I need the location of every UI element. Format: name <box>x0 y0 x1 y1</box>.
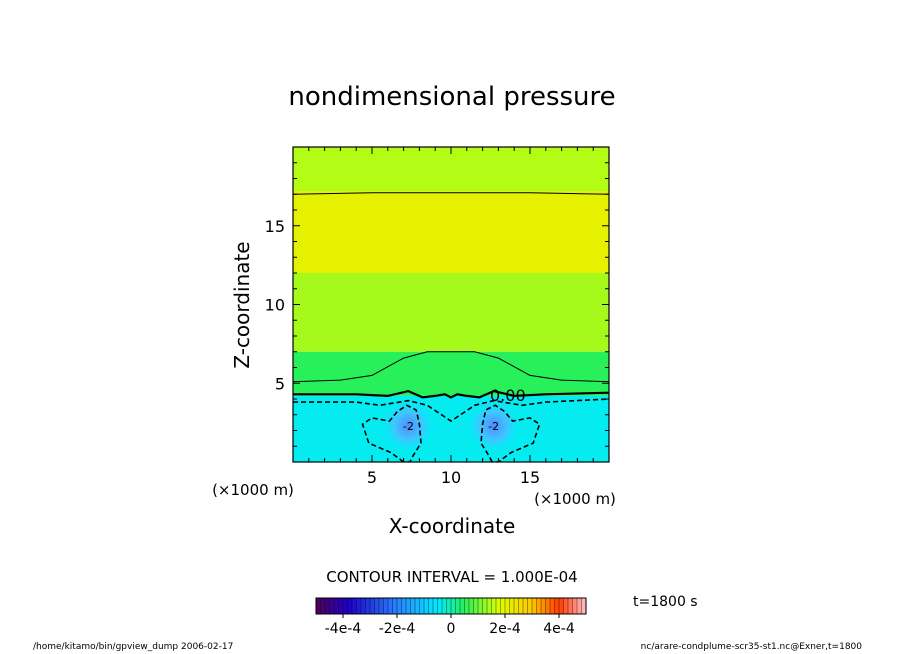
colorbar-segment <box>424 598 430 614</box>
colorbar-segment <box>446 598 452 614</box>
y-axis-unit: (×1000 m) <box>212 481 294 499</box>
colorbar-segment <box>406 598 412 614</box>
colorbar-segment <box>437 598 443 614</box>
y-tick-label: 10 <box>265 296 285 315</box>
colorbar-segment <box>347 598 353 614</box>
field-band-3 <box>293 351 609 396</box>
colorbar-segment <box>478 598 484 614</box>
field-band-2 <box>293 273 609 352</box>
colorbar-segment <box>545 598 551 614</box>
colorbar <box>316 598 587 614</box>
colorbar-segment <box>554 598 560 614</box>
contour-zero-label: 0.00 <box>490 386 526 405</box>
colorbar-segment <box>329 598 335 614</box>
colorbar-segment <box>428 598 434 614</box>
colorbar-segment <box>482 598 488 614</box>
time-label: t=1800 s <box>633 594 698 610</box>
colorbar-segment <box>343 598 349 614</box>
colorbar-segment <box>464 598 470 614</box>
colorbar-segment <box>568 598 574 614</box>
colorbar-segment <box>316 598 322 614</box>
colorbar-segment <box>527 598 533 614</box>
colorbar-segment <box>397 598 403 614</box>
footer-right: nc/arare-condplume-scr35-st1.nc@Exner,t=… <box>640 642 862 652</box>
colorbar-segment <box>523 598 529 614</box>
field-band-1 <box>293 191 609 273</box>
colorbar-tick-label: -2e-4 <box>379 621 416 637</box>
low-center-1 <box>465 397 522 454</box>
colorbar-segment <box>532 598 538 614</box>
contour-interval-text: CONTOUR INTERVAL = 1.000E-04 <box>326 568 577 586</box>
x-tick-label: 5 <box>367 468 377 487</box>
colorbar-segment <box>460 598 466 614</box>
contour-line-2 <box>293 389 609 399</box>
colorbar-segment <box>505 598 511 614</box>
colorbar-segment <box>325 598 331 614</box>
colorbar-segment <box>365 598 371 614</box>
colorbar-segment <box>469 598 475 614</box>
contour-line-5 <box>480 404 541 462</box>
contour-line-4 <box>361 404 422 462</box>
colorbar-segment <box>415 598 421 614</box>
contour-line-1 <box>293 351 609 383</box>
colorbar-segment <box>536 598 542 614</box>
colorbar-segment <box>410 598 416 614</box>
contour-line-3 <box>293 398 609 423</box>
low-center-0 <box>380 397 437 454</box>
colorbar-segment <box>419 598 425 614</box>
colorbar-segment <box>352 598 358 614</box>
contour-line-0 <box>293 192 609 195</box>
colorbar-segment <box>496 598 502 614</box>
chart-title: nondimensional pressure <box>288 82 615 112</box>
x-axis-unit: (×1000 m) <box>534 490 616 508</box>
colorbar-segment <box>559 598 565 614</box>
colorbar-segment <box>334 598 340 614</box>
colorbar-segment <box>514 598 520 614</box>
colorbar-segment <box>356 598 362 614</box>
plot-area: -2 -2 <box>293 147 609 462</box>
colorbar-tick-label: -4e-4 <box>325 621 362 637</box>
colorbar-tick-label: 2e-4 <box>489 621 521 637</box>
colorbar-segment <box>487 598 493 614</box>
low-center-label-0: -2 <box>403 420 414 433</box>
colorbar-tick-label: 4e-4 <box>543 621 575 637</box>
x-axis-label: X-coordinate <box>389 514 516 538</box>
y-axis-label: Z-coordinate <box>230 241 254 368</box>
colorbar-segment <box>370 598 376 614</box>
field-band-4 <box>293 395 609 462</box>
colorbar-segment <box>581 598 587 614</box>
footer-left: /home/kitamo/bin/gpview_dump 2006-02-17 <box>33 642 234 652</box>
colorbar-segment <box>374 598 380 614</box>
colorbar-segment <box>338 598 344 614</box>
colorbar-segment <box>442 598 448 614</box>
colorbar-segment <box>572 598 578 614</box>
y-tick-label: 5 <box>275 374 285 393</box>
colorbar-segment <box>320 598 326 614</box>
colorbar-segment <box>361 598 367 614</box>
y-tick-label: 15 <box>265 217 285 236</box>
colorbar-segment <box>383 598 389 614</box>
colorbar-segment <box>401 598 407 614</box>
low-center-label-1: -2 <box>488 420 499 433</box>
field-band-0 <box>293 147 609 192</box>
colorbar-segment <box>500 598 506 614</box>
colorbar-segment <box>455 598 461 614</box>
colorbar-segment <box>392 598 398 614</box>
colorbar-segment <box>518 598 524 614</box>
colorbar-segment <box>509 598 515 614</box>
colorbar-segment <box>563 598 569 614</box>
x-tick-label: 15 <box>520 468 540 487</box>
colorbar-segment <box>379 598 385 614</box>
colorbar-segment <box>451 598 457 614</box>
colorbar-segment <box>433 598 439 614</box>
x-tick-label: 10 <box>441 468 461 487</box>
colorbar-segment <box>541 598 547 614</box>
colorbar-segment <box>388 598 394 614</box>
colorbar-segment <box>577 598 583 614</box>
colorbar-segment <box>491 598 497 614</box>
colorbar-segment <box>550 598 556 614</box>
colorbar-tick-label: 0 <box>447 621 456 637</box>
colorbar-segment <box>473 598 479 614</box>
